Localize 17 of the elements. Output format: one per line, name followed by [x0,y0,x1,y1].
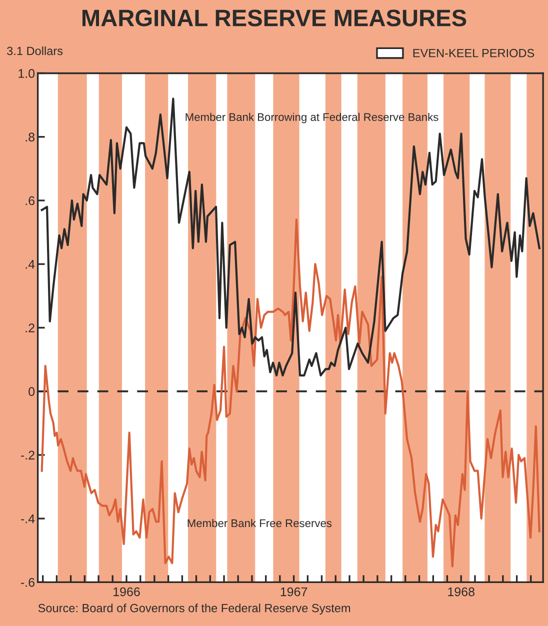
y-tick-label: -.2 [21,450,34,460]
x-tick-label: 1966 [114,587,140,596]
source-note: Source: Board of Governors of the Federal Reserve System [38,604,350,615]
line-series [40,218,540,568]
x-tick-label: 1967 [280,587,308,596]
x-tick-label: 1968 [448,587,474,596]
y-tick-label: .6 [26,196,34,206]
y-tick-label: -.6 [21,578,34,587]
y-tick-label: .8 [26,132,34,142]
y-tick-label: .2 [26,324,34,332]
y-axis-title: 3.1 Dollars [7,46,63,56]
legend-label: EVEN-KEEL PERIODS [413,48,534,58]
y-tick-label: -.4 [21,514,35,524]
chart-title: MARGINAL RESERVE MEASURES [82,10,466,26]
y-tick-label: .4 [26,260,35,269]
y-tick-label: 1.0 [18,69,35,78]
y-tick-label: 0 [28,387,35,396]
